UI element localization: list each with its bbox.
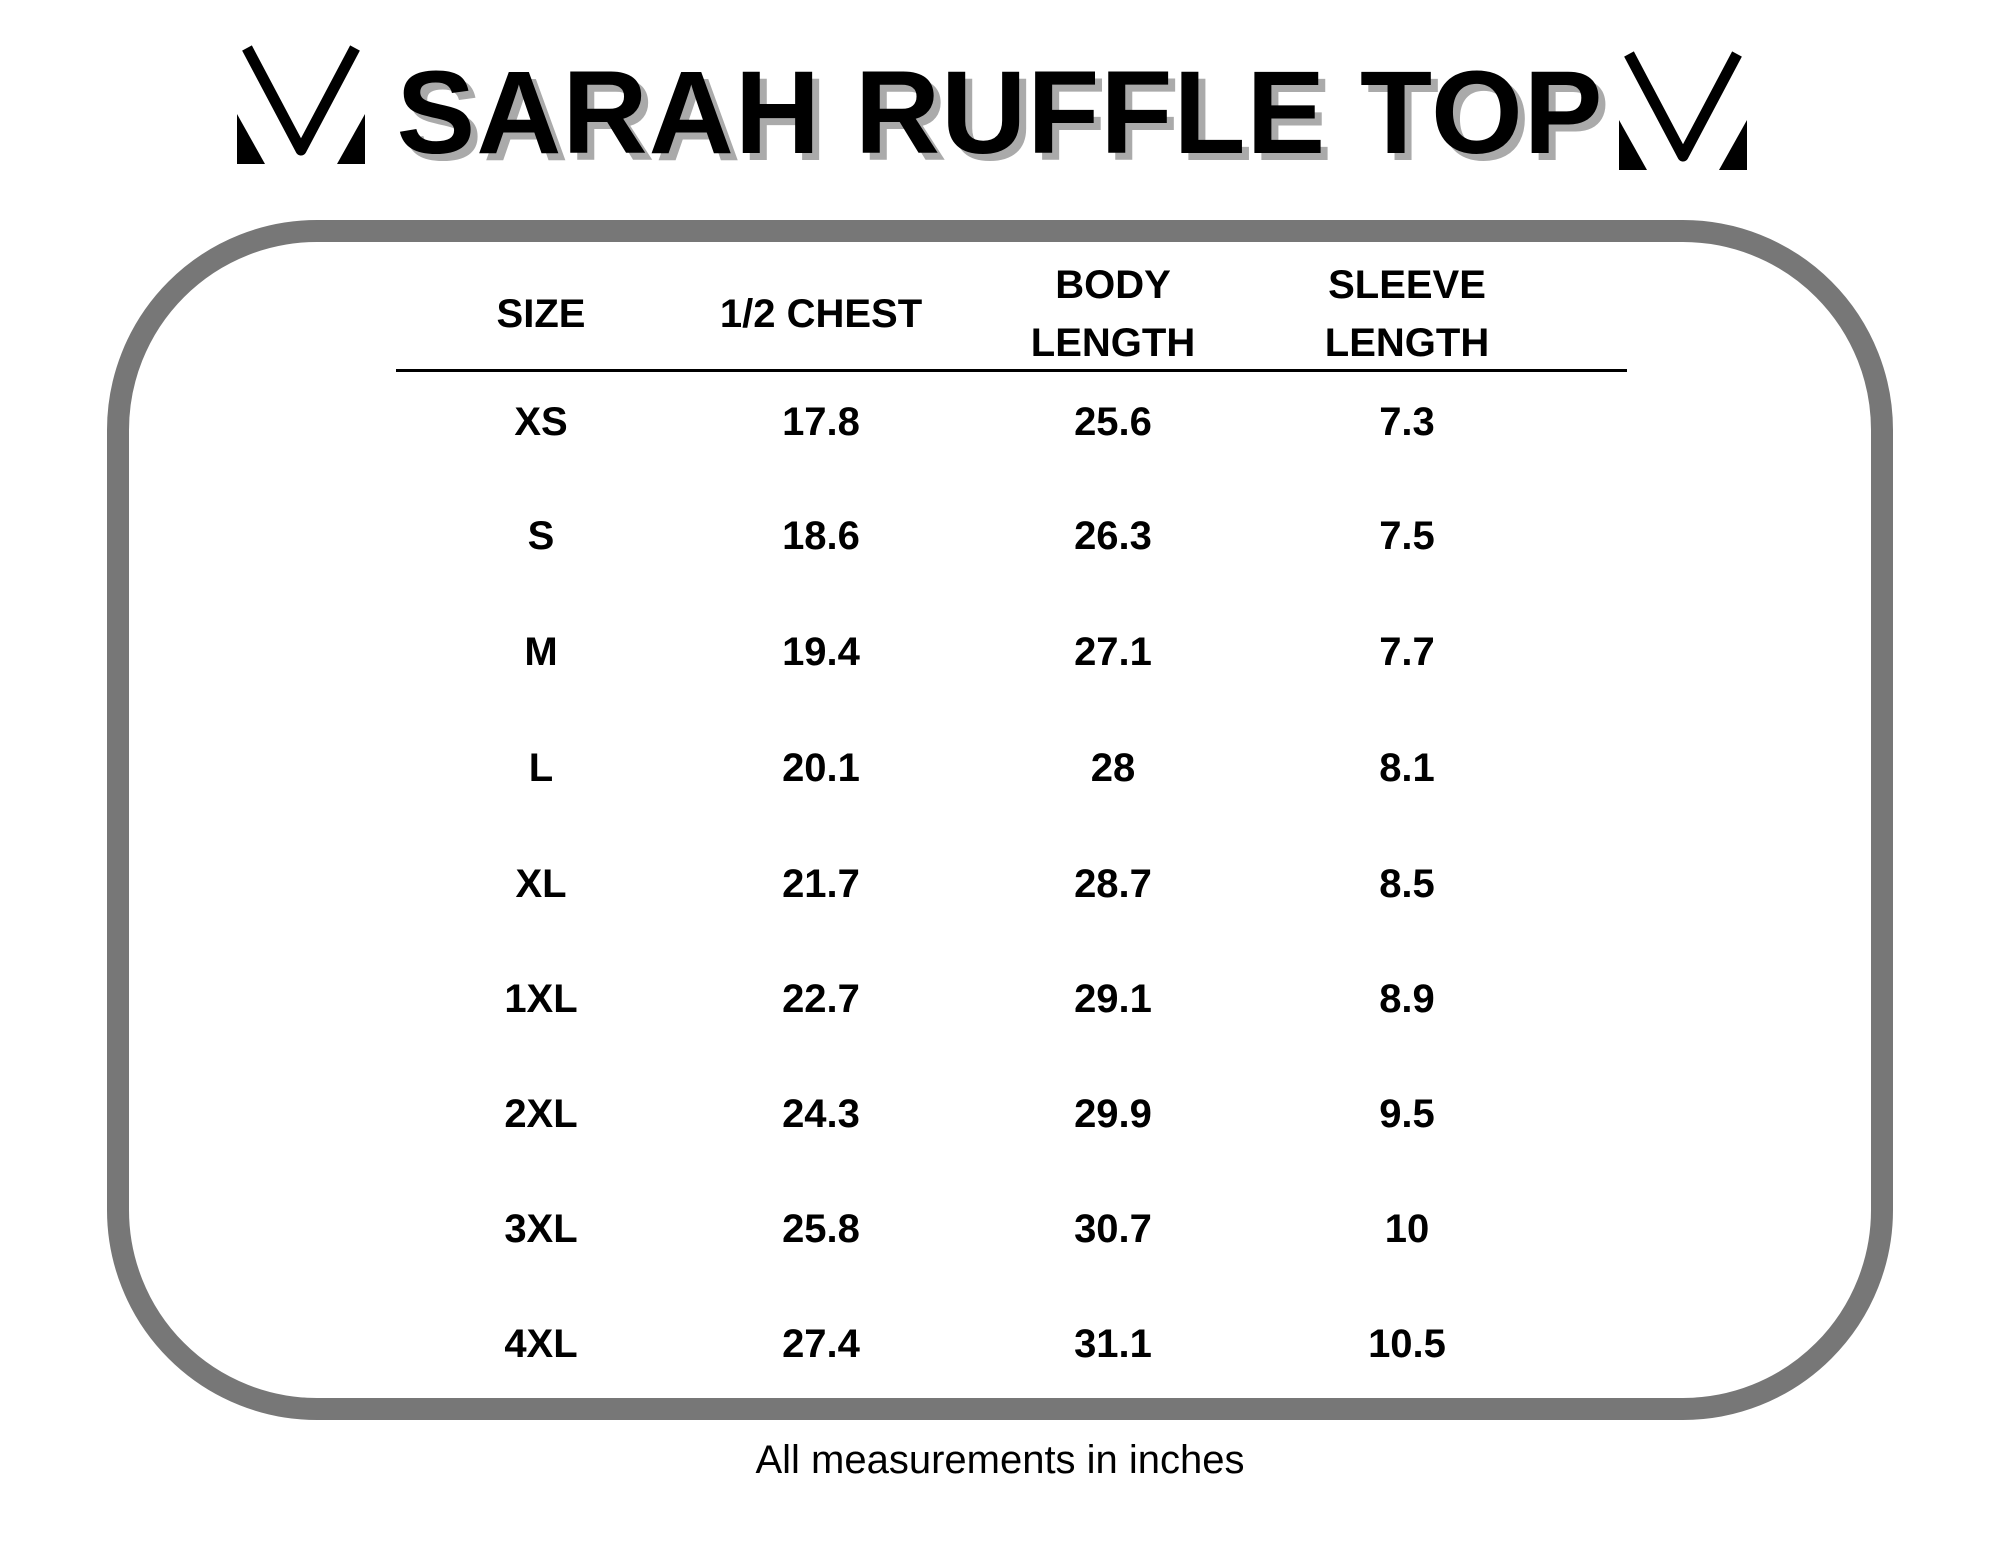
cell-chest: 19.4 <box>782 630 860 674</box>
size-chart-frame <box>107 220 1893 1420</box>
cell-body-length: 28 <box>1090 746 1136 790</box>
cell-chest: 21.7 <box>782 862 860 906</box>
header-body-line2: LENGTH <box>1030 321 1196 365</box>
cell-sleeve-length: 8.1 <box>1379 746 1435 790</box>
logo-icon <box>237 45 365 164</box>
cell-body-length: 31.1 <box>1074 1322 1152 1366</box>
cell-body-length: 28.7 <box>1074 862 1152 906</box>
cell-size: M <box>524 630 558 674</box>
cell-chest: 27.4 <box>782 1322 860 1366</box>
header-sleeve-length: SLEEVE LENGTH <box>1247 256 1567 372</box>
cell-body-length: 30.7 <box>1074 1207 1152 1251</box>
cell-chest: 25.8 <box>782 1207 860 1251</box>
cell-chest: 22.7 <box>782 977 860 1021</box>
header-body-length: BODY LENGTH <box>953 256 1273 372</box>
cell-size: 3XL <box>504 1207 578 1251</box>
cell-sleeve-length: 10.5 <box>1368 1322 1446 1366</box>
header-divider <box>396 369 1627 372</box>
cell-body-length: 29.1 <box>1074 977 1152 1021</box>
cell-sleeve-length: 8.5 <box>1379 862 1435 906</box>
footer-note: All measurements in inches <box>755 1438 1245 1482</box>
cell-chest: 18.6 <box>782 514 860 558</box>
cell-body-length: 29.9 <box>1074 1092 1152 1136</box>
cell-size: L <box>528 746 554 790</box>
cell-size: 2XL <box>504 1092 578 1136</box>
cell-chest: 20.1 <box>782 746 860 790</box>
header-body-line1: BODY <box>1055 263 1171 307</box>
cell-sleeve-length: 7.5 <box>1379 514 1435 558</box>
logo-icon <box>1619 51 1747 170</box>
cell-chest: 24.3 <box>782 1092 860 1136</box>
cell-body-length: 27.1 <box>1074 630 1152 674</box>
cell-body-length: 25.6 <box>1074 400 1152 444</box>
cell-chest: 17.8 <box>782 400 860 444</box>
cell-size: 4XL <box>504 1322 578 1366</box>
header-chest: 1/2 CHEST <box>719 292 923 336</box>
cell-size: XS <box>514 400 568 444</box>
header-sleeve-line1: SLEEVE <box>1328 263 1486 307</box>
cell-size: 1XL <box>504 977 578 1021</box>
cell-size: XL <box>515 862 567 906</box>
cell-sleeve-length: 7.7 <box>1379 630 1435 674</box>
cell-sleeve-length: 9.5 <box>1379 1092 1435 1136</box>
cell-sleeve-length: 8.9 <box>1379 977 1435 1021</box>
cell-body-length: 26.3 <box>1074 514 1152 558</box>
page-title: SARAH RUFFLE TOP <box>396 47 1604 179</box>
header-sleeve-line2: LENGTH <box>1324 321 1490 365</box>
header-size: SIZE <box>496 292 586 336</box>
cell-size: S <box>527 514 555 558</box>
cell-sleeve-length: 10 <box>1384 1207 1430 1251</box>
cell-sleeve-length: 7.3 <box>1379 400 1435 444</box>
